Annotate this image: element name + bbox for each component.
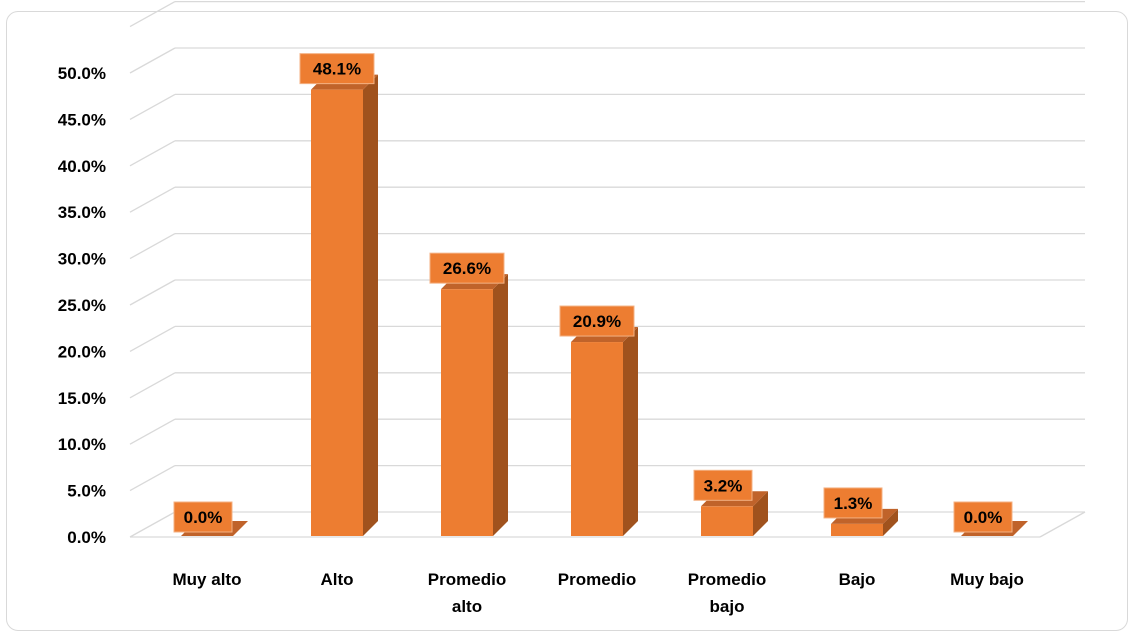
bar-side [883, 508, 898, 536]
y-tick-label: 0.0% [67, 528, 106, 547]
data-label: 0.0% [964, 508, 1003, 527]
y-tick-label: 30.0% [58, 250, 106, 269]
y-tick-label: 45.0% [58, 110, 106, 129]
x-tick-label: Alto [320, 570, 353, 589]
y-tick-label: 15.0% [58, 389, 106, 408]
floor-diagonal-line [129, 511, 176, 538]
bar [441, 289, 493, 536]
x-tick-label: Promedio [688, 570, 766, 589]
data-label-box [823, 487, 883, 519]
x-tick-label: alto [452, 597, 482, 616]
x-tick-label: Promedio [428, 570, 506, 589]
y-tick-label: 10.0% [58, 435, 106, 454]
bar [571, 342, 623, 536]
data-label: 26.6% [443, 259, 491, 278]
x-tick-label: bajo [710, 597, 745, 616]
y-tick-label: 25.0% [58, 296, 106, 315]
y-tick-label: 5.0% [67, 482, 106, 501]
data-label-box [693, 469, 753, 501]
data-label-box [173, 501, 233, 533]
data-label-box [299, 53, 375, 85]
gridline-diagonal [129, 47, 176, 74]
gridline-diagonal [129, 186, 176, 213]
data-label: 20.9% [573, 312, 621, 331]
x-tick-label: Muy alto [173, 570, 242, 589]
data-label-box [429, 252, 505, 284]
data-label: 0.0% [184, 508, 223, 527]
x-tick-label: Promedio [558, 570, 636, 589]
gridline-diagonal [129, 372, 176, 399]
bar [311, 89, 363, 536]
x-tick-label: Bajo [839, 570, 876, 589]
gridline-diagonal [129, 93, 176, 120]
gridline-diagonal [129, 418, 176, 445]
data-label-box [559, 305, 635, 337]
data-label: 48.1% [313, 60, 361, 79]
bar [831, 523, 883, 536]
y-tick-label: 50.0% [58, 64, 106, 83]
floor-right-line [1039, 511, 1086, 538]
gridline-diagonal [129, 465, 176, 492]
gridline-diagonal [129, 140, 176, 167]
bar-side [753, 491, 768, 536]
bar-side [493, 274, 508, 536]
y-tick-label: 35.0% [58, 203, 106, 222]
x-tick-label: Muy bajo [950, 570, 1024, 589]
bar-side [623, 327, 638, 536]
data-label: 1.3% [834, 494, 873, 513]
data-label: 3.2% [704, 476, 743, 495]
bar-side [363, 74, 378, 536]
gridline-diagonal [129, 279, 176, 306]
gridline-diagonal [129, 1, 176, 28]
y-tick-label: 20.0% [58, 342, 106, 361]
gridline-diagonal [129, 233, 176, 260]
y-tick-label: 40.0% [58, 157, 106, 176]
bar [701, 506, 753, 536]
gridline-diagonal [129, 325, 176, 352]
data-label-box [953, 501, 1013, 533]
